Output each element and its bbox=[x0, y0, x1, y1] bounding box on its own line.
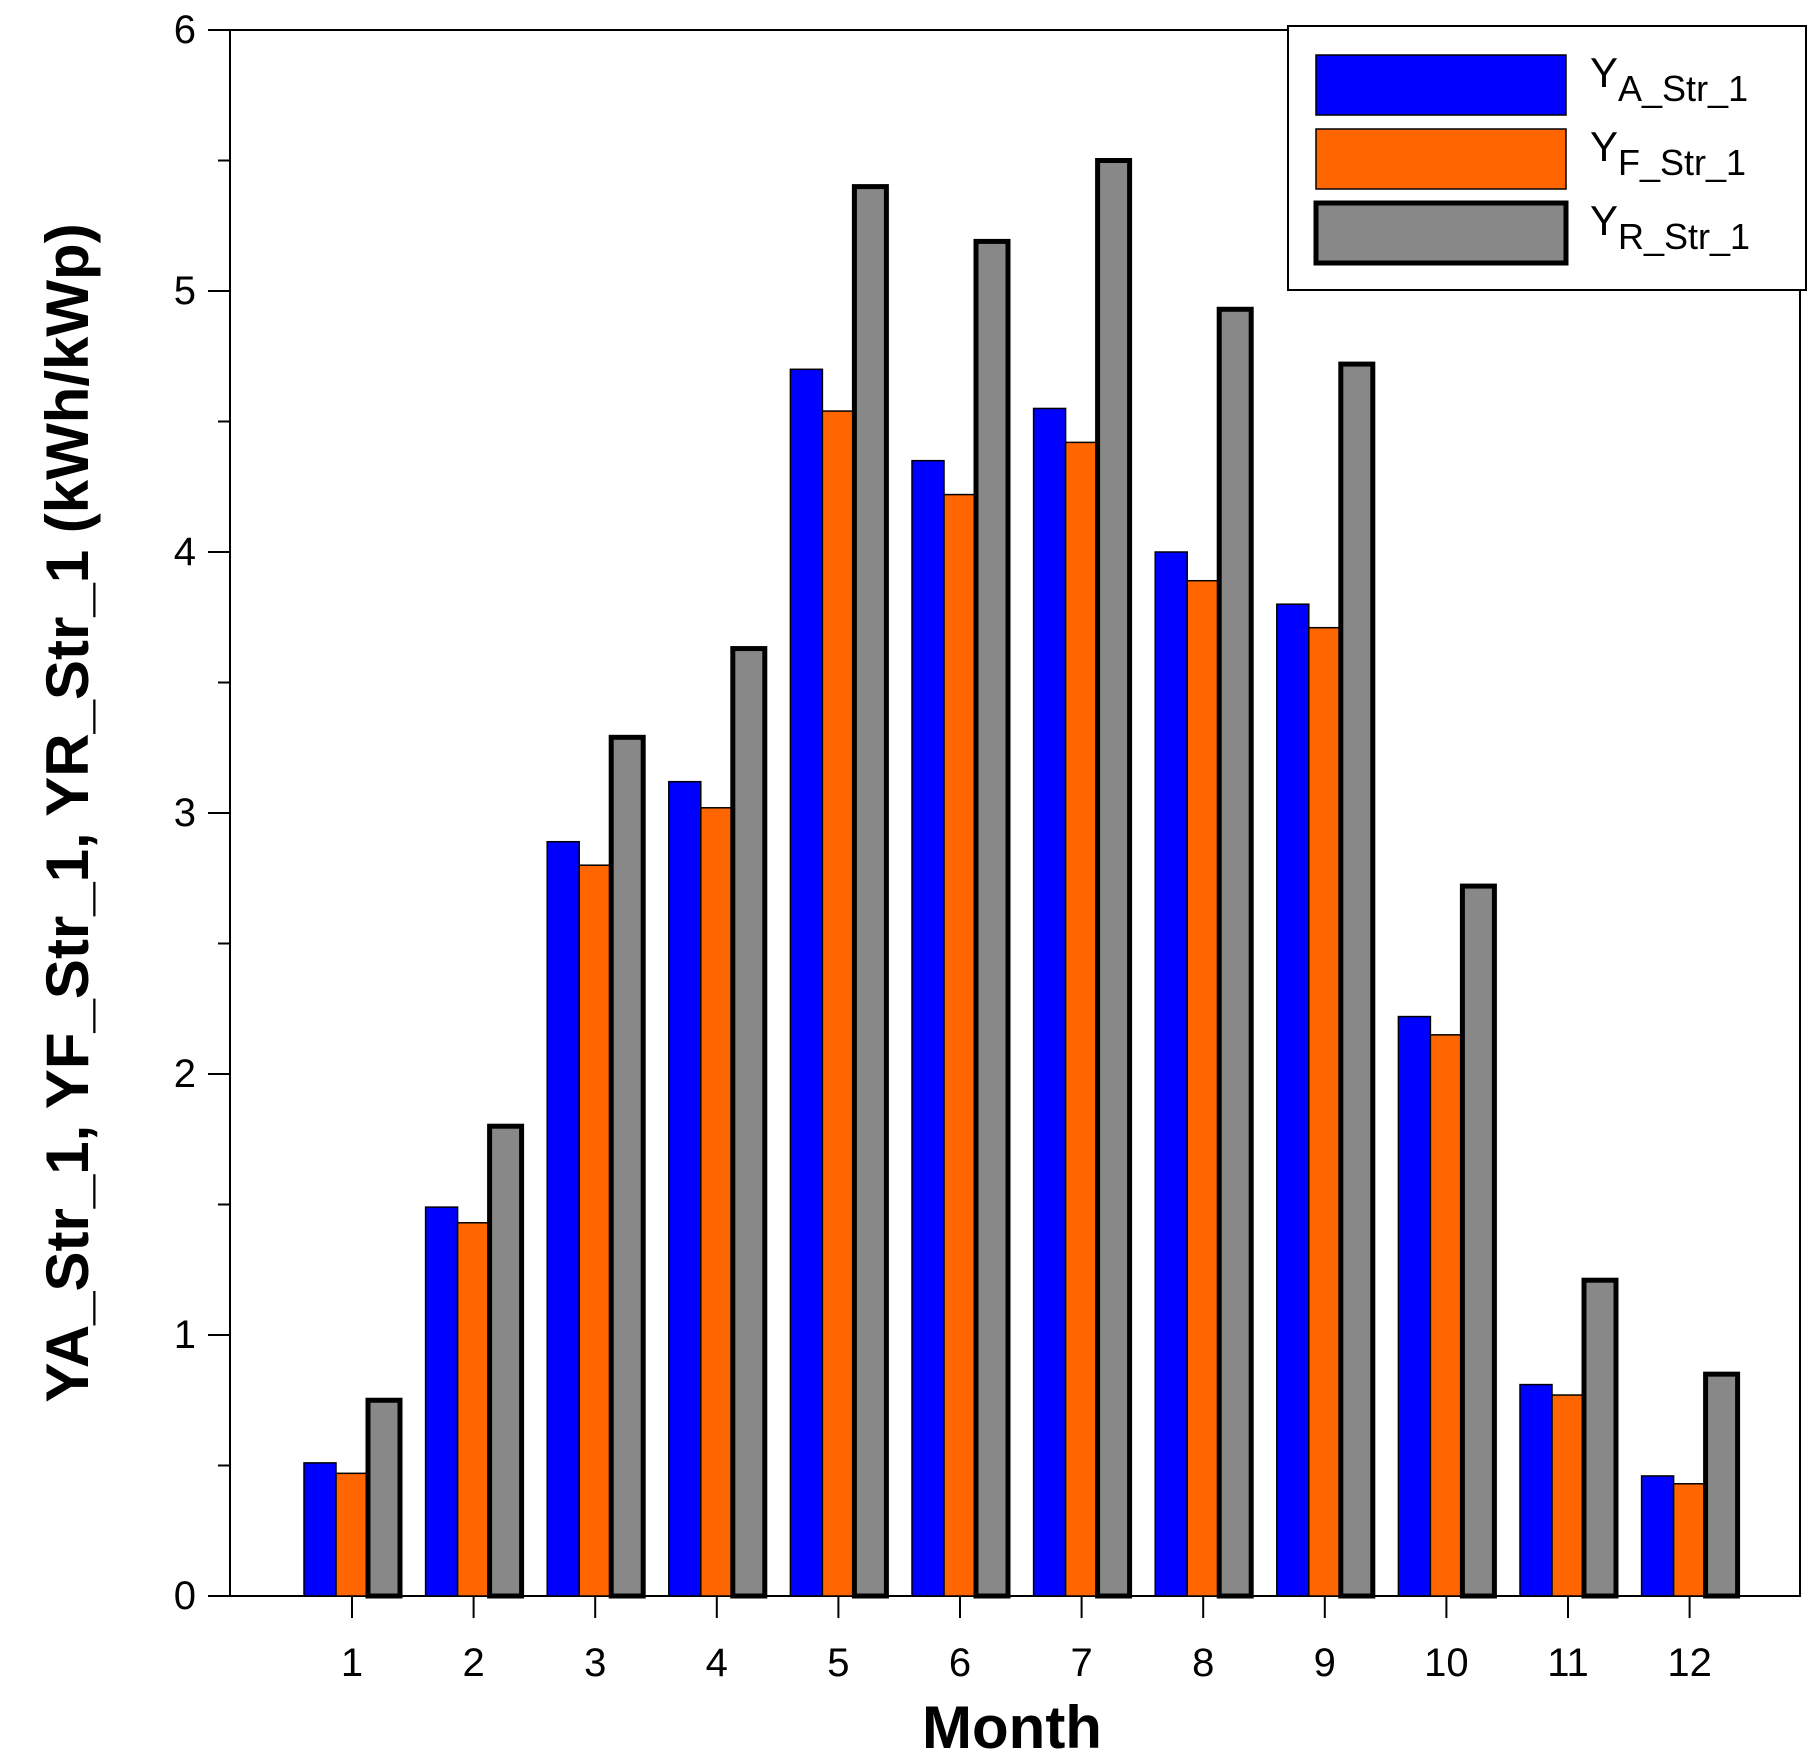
x-tick-label: 6 bbox=[949, 1641, 971, 1685]
y-tick-label: 3 bbox=[174, 791, 196, 835]
bar-YR_Str_1-month-12 bbox=[1703, 1371, 1741, 1599]
bar-YR_Str_1-month-6 bbox=[973, 238, 1011, 1599]
bar-YR_Str_1-month-8 bbox=[1216, 306, 1254, 1599]
bar-YF_Str_1-month-8 bbox=[1186, 579, 1220, 1597]
bar-YA_Str_1-month-1 bbox=[303, 1462, 337, 1597]
bar-YA_Str_1-month-3 bbox=[546, 840, 580, 1597]
bar-YF_Str_1-month-7 bbox=[1064, 441, 1099, 1597]
bar-YF_Str_1-month-9 bbox=[1308, 626, 1342, 1597]
bar-YF_Str_1-month-5 bbox=[821, 410, 856, 1597]
bar-YF_Str_1-month-4 bbox=[700, 807, 734, 1597]
legend-label-YA_Str_1: YA_Str_1 bbox=[1590, 49, 1748, 109]
bar-YR_Str_1-month-3 bbox=[608, 734, 646, 1599]
bar-YF_Str_1-month-2 bbox=[456, 1222, 491, 1597]
bar-YR_Str_1-month-7 bbox=[1095, 158, 1133, 1599]
bar-YR_Str_1-month-10 bbox=[1459, 883, 1497, 1599]
bar-YF_Str_1-month-10 bbox=[1429, 1034, 1464, 1597]
bar-YA_Str_1-month-2 bbox=[424, 1206, 459, 1597]
x-axis-title: Month bbox=[922, 1694, 1102, 1759]
x-tick-label: 5 bbox=[827, 1641, 849, 1685]
x-tick-label: 3 bbox=[584, 1641, 606, 1685]
bar-YR_Str_1-month-4 bbox=[730, 646, 768, 1599]
bar-YA_Str_1-month-9 bbox=[1276, 603, 1310, 1597]
bar-YF_Str_1-month-11 bbox=[1551, 1394, 1585, 1597]
x-tick-label: 7 bbox=[1070, 1641, 1092, 1685]
y-tick-label: 1 bbox=[174, 1313, 196, 1357]
bar-YA_Str_1-month-4 bbox=[668, 780, 702, 1597]
bar-series-group bbox=[303, 158, 1741, 1599]
x-tick-label: 2 bbox=[462, 1641, 484, 1685]
legend-swatch-YR_Str_1 bbox=[1313, 200, 1569, 266]
y-tick-label: 0 bbox=[174, 1574, 196, 1618]
x-tick-label: 11 bbox=[1547, 1641, 1589, 1685]
x-tick-label: 1 bbox=[341, 1641, 363, 1685]
bar-YR_Str_1-month-1 bbox=[365, 1397, 403, 1599]
legend-label-YF_Str_1: YF_Str_1 bbox=[1590, 123, 1746, 183]
bar-YA_Str_1-month-12 bbox=[1640, 1475, 1675, 1597]
bar-YA_Str_1-month-5 bbox=[789, 368, 824, 1597]
y-axis: 0 1 2 3 4 5 6 bbox=[174, 8, 230, 1618]
legend-swatch-YF_Str_1 bbox=[1315, 128, 1567, 190]
bar-YR_Str_1-month-11 bbox=[1581, 1277, 1619, 1599]
bar-YR_Str_1-month-5 bbox=[851, 184, 889, 1599]
bar-YF_Str_1-month-6 bbox=[943, 493, 977, 1597]
x-tick-label: 12 bbox=[1667, 1641, 1712, 1685]
bar-YR_Str_1-month-9 bbox=[1338, 361, 1376, 1599]
x-tick-label: 8 bbox=[1192, 1641, 1214, 1685]
bar-YA_Str_1-month-8 bbox=[1154, 551, 1188, 1597]
legend: YA_Str_1 YF_Str_1 YR_Str_1 bbox=[1287, 25, 1807, 291]
bar-YA_Str_1-month-7 bbox=[1032, 407, 1067, 1597]
bar-YF_Str_1-month-1 bbox=[335, 1472, 369, 1597]
y-tick-label: 2 bbox=[174, 1052, 196, 1096]
y-axis-title: YA_Str_1, YF_Str_1, YR_Str_1 (kWh/kWp) bbox=[34, 223, 101, 1402]
bar-YR_Str_1-month-2 bbox=[487, 1123, 525, 1599]
bar-YF_Str_1-month-12 bbox=[1672, 1483, 1707, 1597]
x-axis: 1 2 3 4 5 6 7 8 9 10 11 12 bbox=[341, 1596, 1712, 1685]
bar-YF_Str_1-month-3 bbox=[578, 864, 612, 1597]
bar-YA_Str_1-month-10 bbox=[1397, 1015, 1432, 1597]
x-tick-label: 9 bbox=[1314, 1641, 1336, 1685]
legend-swatch-YA_Str_1 bbox=[1315, 54, 1567, 116]
bar-YA_Str_1-month-11 bbox=[1519, 1383, 1553, 1597]
x-tick-label: 10 bbox=[1424, 1641, 1469, 1685]
y-tick-label: 5 bbox=[174, 269, 196, 313]
legend-label-YR_Str_1: YR_Str_1 bbox=[1590, 197, 1750, 257]
y-tick-label: 6 bbox=[174, 8, 196, 52]
y-tick-label: 4 bbox=[174, 530, 196, 574]
bar-YA_Str_1-month-6 bbox=[911, 459, 945, 1597]
x-tick-label: 4 bbox=[706, 1641, 728, 1685]
